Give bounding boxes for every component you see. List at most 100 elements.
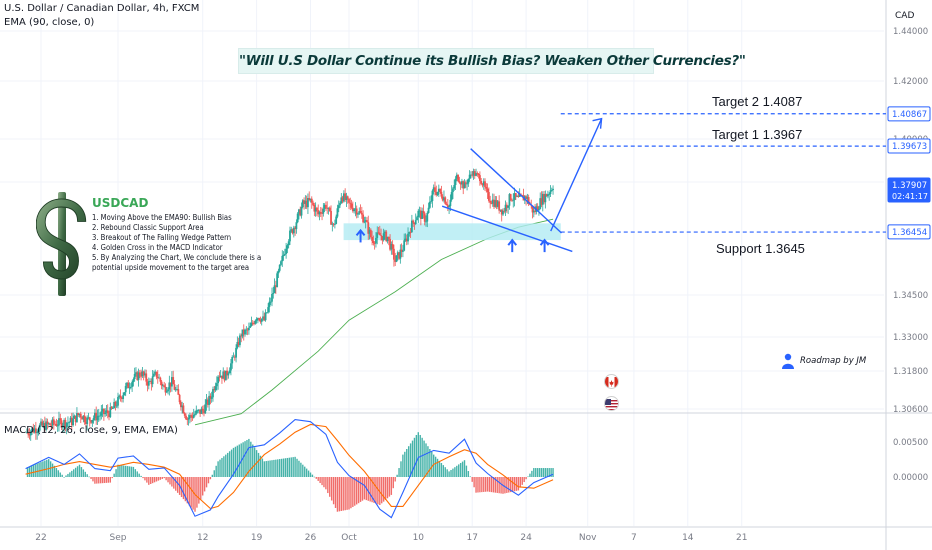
candle-body bbox=[224, 370, 227, 381]
candle-body bbox=[470, 174, 472, 176]
macd-histogram-bar bbox=[400, 461, 402, 477]
candle-body bbox=[204, 404, 207, 414]
candle-body bbox=[173, 384, 176, 390]
candle-body bbox=[357, 213, 359, 215]
candle-body bbox=[226, 370, 228, 376]
time-tick-label: 21 bbox=[736, 533, 747, 543]
candle-body bbox=[228, 370, 231, 374]
macd-histogram-bar bbox=[261, 458, 264, 477]
candle-body bbox=[409, 232, 412, 233]
macd-histogram-bar bbox=[454, 467, 456, 477]
time-tick-label: 19 bbox=[251, 533, 263, 543]
macd-histogram-bar bbox=[94, 477, 96, 484]
candle-body bbox=[354, 208, 357, 210]
macd-histogram-bar bbox=[417, 432, 419, 477]
candle-body bbox=[182, 405, 185, 414]
candle-body bbox=[333, 223, 336, 225]
candle-body bbox=[242, 329, 245, 335]
macd-histogram-bar bbox=[203, 477, 206, 492]
macd-histogram-bar bbox=[511, 477, 514, 492]
macd-histogram-bar bbox=[71, 470, 73, 477]
macd-histogram-bar bbox=[315, 477, 317, 479]
macd-tick-label: 0.00500 bbox=[893, 438, 928, 448]
candle-body bbox=[223, 371, 226, 381]
candle-body bbox=[123, 392, 126, 396]
macd-histogram-bar bbox=[384, 477, 387, 500]
candle-body bbox=[162, 385, 164, 387]
candle-body bbox=[64, 420, 67, 428]
macd-histogram-bar bbox=[458, 464, 460, 477]
us-flag-icon[interactable] bbox=[604, 396, 619, 411]
time-tick-label: 12 bbox=[197, 533, 208, 543]
macd-histogram-bar bbox=[479, 477, 481, 493]
candle-body bbox=[517, 195, 520, 197]
candle-body bbox=[362, 214, 365, 223]
candle-body bbox=[277, 270, 280, 274]
candle-body bbox=[408, 232, 411, 234]
candle-body bbox=[119, 395, 122, 398]
macd-histogram-bar bbox=[217, 461, 219, 477]
candle-body bbox=[145, 373, 148, 382]
candle-body bbox=[407, 233, 409, 242]
candle-body bbox=[32, 428, 35, 433]
macd-histogram-bar bbox=[99, 477, 102, 484]
macd-legend[interactable]: MACD (12, 26, close, 9, EMA, EMA) bbox=[4, 425, 178, 436]
candle-body bbox=[298, 209, 300, 214]
time-tick-label: 24 bbox=[520, 533, 532, 543]
candle-body bbox=[281, 255, 284, 262]
macd-histogram-bar bbox=[136, 471, 138, 477]
macd-histogram-bar bbox=[280, 458, 283, 477]
macd-histogram-bar bbox=[382, 477, 385, 502]
candle-body bbox=[244, 329, 246, 335]
candle-body bbox=[55, 424, 58, 426]
candle-body bbox=[376, 232, 379, 238]
candle-body bbox=[282, 254, 285, 256]
candle-body bbox=[99, 415, 101, 417]
price-badge-label: 1.37907 bbox=[892, 181, 927, 191]
candle-body bbox=[322, 208, 325, 214]
candle-body bbox=[316, 207, 318, 211]
candle-body bbox=[495, 200, 498, 207]
macd-histogram-bar bbox=[398, 468, 400, 477]
candle-body bbox=[330, 210, 332, 225]
candle-body bbox=[364, 220, 367, 222]
macd-histogram-bar bbox=[533, 468, 535, 477]
ema-legend[interactable]: EMA (90, close, 0) bbox=[4, 17, 95, 28]
macd-histogram-bar bbox=[263, 461, 265, 477]
macd-histogram-bar bbox=[269, 460, 271, 477]
macd-histogram-bar bbox=[488, 477, 491, 492]
price-badge bbox=[887, 138, 931, 154]
macd-histogram-bar bbox=[282, 458, 285, 477]
candle-body bbox=[493, 199, 495, 207]
candle-body bbox=[413, 222, 416, 225]
candle-body bbox=[250, 322, 253, 326]
candle-body bbox=[421, 210, 424, 219]
candle-body bbox=[171, 377, 173, 387]
note-item: potential upside movement to the target … bbox=[92, 263, 250, 272]
macd-histogram-bar bbox=[126, 466, 129, 477]
candle-body bbox=[461, 181, 463, 185]
candle-body bbox=[355, 208, 358, 215]
macd-histogram-bar bbox=[292, 457, 294, 477]
price-tick-label: 1.30600 bbox=[893, 405, 928, 415]
candle-body bbox=[294, 227, 296, 230]
candle-body bbox=[325, 204, 327, 208]
macd-histogram-bar bbox=[44, 460, 46, 477]
candle-body bbox=[319, 211, 322, 214]
macd-histogram-bar bbox=[504, 477, 506, 494]
macd-histogram-bar bbox=[381, 477, 383, 504]
candle-body bbox=[267, 307, 270, 313]
candle-body bbox=[545, 194, 548, 197]
macd-histogram-bar bbox=[321, 477, 323, 486]
macd-histogram-bar bbox=[392, 477, 394, 489]
price-tick-label: 1.31800 bbox=[893, 367, 928, 377]
candle-body bbox=[300, 207, 303, 216]
candle-body bbox=[504, 204, 507, 212]
canada-flag-icon[interactable] bbox=[604, 374, 619, 389]
candle-body bbox=[212, 389, 214, 398]
macd-histogram-bar bbox=[171, 477, 173, 487]
candle-body bbox=[405, 238, 408, 242]
macd-histogram-bar bbox=[294, 456, 296, 477]
macd-histogram-bar bbox=[232, 447, 235, 477]
